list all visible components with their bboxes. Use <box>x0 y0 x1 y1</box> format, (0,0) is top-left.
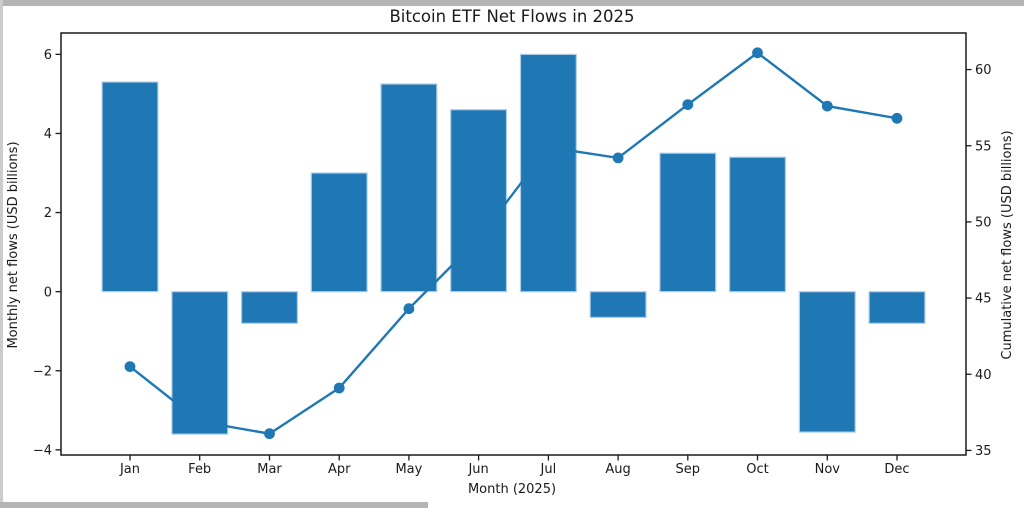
marker-jun <box>473 233 484 245</box>
x-axis-tick-label: Jul <box>540 462 557 477</box>
x-axis-label: Month (2025) <box>467 482 557 497</box>
marker-nov <box>821 100 833 112</box>
bar-jun <box>450 109 508 293</box>
bar-oct <box>728 156 786 293</box>
left-axis-tick-label: 6 <box>44 48 52 63</box>
chart-title: Bitcoin ETF Net Flows in 2025 <box>389 7 635 26</box>
bar-sep <box>659 152 717 293</box>
x-axis-tick-label: Jun <box>467 462 488 477</box>
x-axis-tick-label: Mar <box>257 462 282 477</box>
x-axis-tick-label: Sep <box>676 462 701 477</box>
marker-feb <box>194 416 206 427</box>
x-axis-tick-label: May <box>395 462 422 477</box>
x-axis-tick-label: Oct <box>746 462 768 477</box>
bar-may <box>380 83 438 293</box>
marker-mar <box>264 428 275 440</box>
right-axis-tick-label: 50 <box>975 216 992 231</box>
x-axis-tick-label: Jan <box>119 462 140 477</box>
x-axis-tick-label: Nov <box>815 462 841 477</box>
marker-dec <box>891 112 903 124</box>
left-axis-tick-label: −4 <box>33 444 52 459</box>
left-axis-tick-label: 2 <box>44 206 52 221</box>
right-axis-label: Cumulative net flows (USD billions) <box>1000 130 1015 360</box>
right-axis-tick-label: 35 <box>975 444 992 459</box>
marker-sep <box>682 99 694 110</box>
cumulative-line <box>129 51 898 435</box>
marker-jul <box>543 141 554 153</box>
bar-feb <box>171 291 229 435</box>
x-axis-tick-label: Apr <box>328 462 351 477</box>
left-axis-tick-label: −2 <box>33 364 52 379</box>
left-axis-tick-label: 4 <box>44 127 52 142</box>
bar-jan <box>101 81 159 293</box>
screen-edge-artifact-left <box>0 0 3 508</box>
marker-apr <box>333 382 345 394</box>
bar-mar <box>241 291 299 324</box>
right-axis-tick-label: 60 <box>975 63 992 78</box>
axes-frame <box>60 32 967 456</box>
bar-aug <box>589 291 647 319</box>
marker-may <box>403 303 415 315</box>
x-axis-tick-label: Dec <box>884 462 909 477</box>
left-axis-tick-label: 0 <box>44 285 52 300</box>
bar-nov <box>798 291 856 433</box>
bar-dec <box>868 291 926 324</box>
right-axis-tick-label: 45 <box>975 292 992 307</box>
x-axis-tick-label: Feb <box>188 462 211 477</box>
screen-edge-artifact-top <box>0 0 1024 6</box>
x-axis-tick-label: Aug <box>605 462 630 477</box>
marker-aug <box>612 152 624 164</box>
marker-oct <box>752 47 763 59</box>
screen-edge-artifact-bottom-left <box>0 502 428 508</box>
bar-apr <box>310 172 368 293</box>
left-axis-label: Monthly net flows (USD billions) <box>6 141 21 349</box>
right-axis-tick-label: 55 <box>975 139 992 154</box>
right-axis-tick-label: 40 <box>975 368 992 383</box>
marker-jan <box>124 361 136 372</box>
